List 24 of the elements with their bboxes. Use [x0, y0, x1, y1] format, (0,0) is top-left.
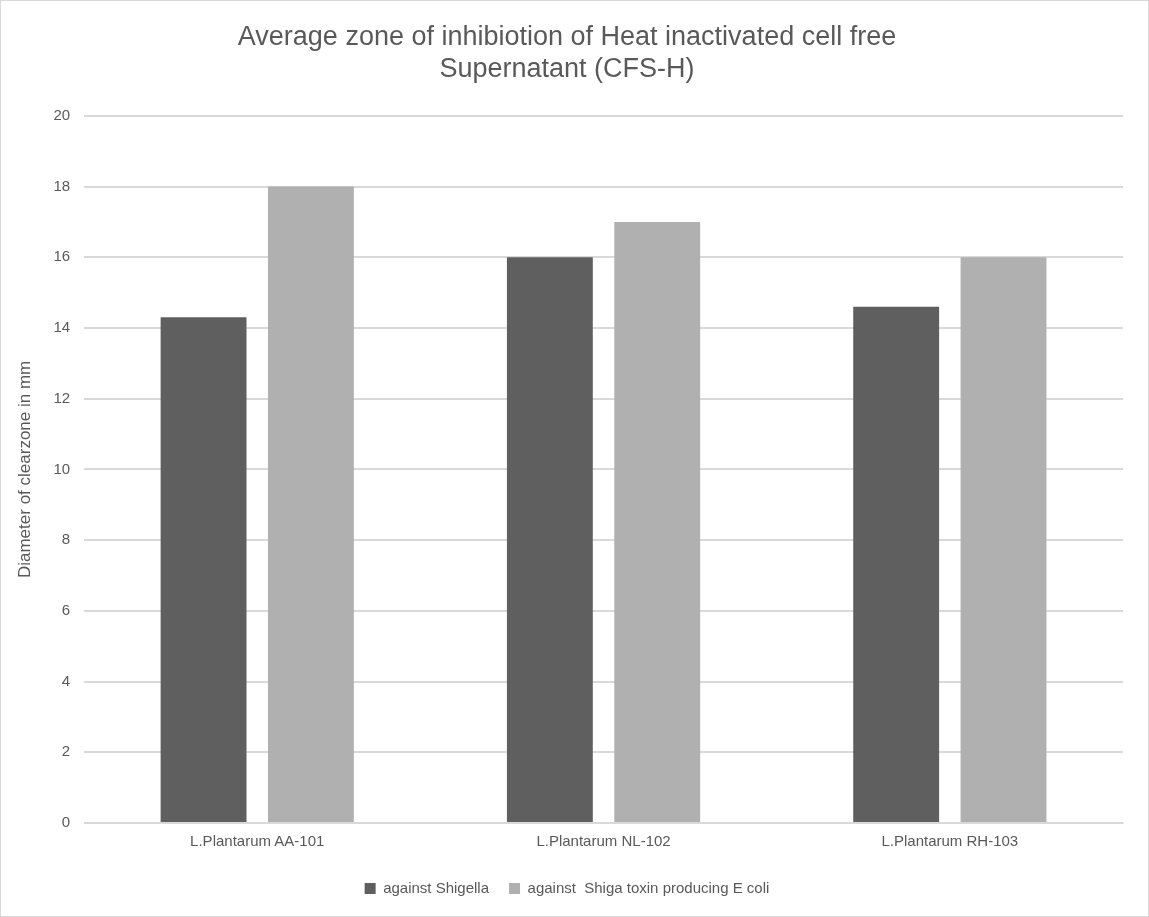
x-tick-label: L.Plantarum NL-102 — [536, 832, 671, 850]
x-tick-label: L.Plantarum RH-103 — [881, 832, 1019, 850]
bar — [506, 257, 593, 822]
y-tick-label: 20 — [53, 105, 71, 123]
x-tick-label: L.Plantarum AA-101 — [190, 832, 325, 850]
legend-label: against Shigella — [383, 878, 490, 896]
legend-label: against Shiga toxin producing E coli — [527, 878, 770, 896]
y-tick-label: 18 — [53, 176, 71, 194]
y-tick-label: 16 — [53, 247, 71, 265]
bar — [960, 257, 1047, 822]
bar — [614, 221, 701, 822]
y-tick-label: 2 — [61, 742, 71, 760]
y-tick-label: 4 — [61, 671, 71, 689]
y-tick-label: 12 — [53, 388, 71, 406]
bar — [267, 186, 354, 822]
y-tick-label: 0 — [61, 813, 71, 831]
bar — [160, 317, 247, 822]
y-tick-label: 8 — [61, 530, 71, 548]
y-tick-label: 6 — [61, 600, 71, 618]
bar — [853, 306, 940, 822]
y-tick-label: 10 — [53, 459, 71, 477]
chart-title: Average zone of inhibiotion of Heat inactivated cell free Supernatant (CFS-H) — [237, 20, 897, 84]
y-axis-title: Diameter of clearzone in mm — [14, 360, 34, 579]
y-tick-label: 14 — [53, 318, 71, 336]
